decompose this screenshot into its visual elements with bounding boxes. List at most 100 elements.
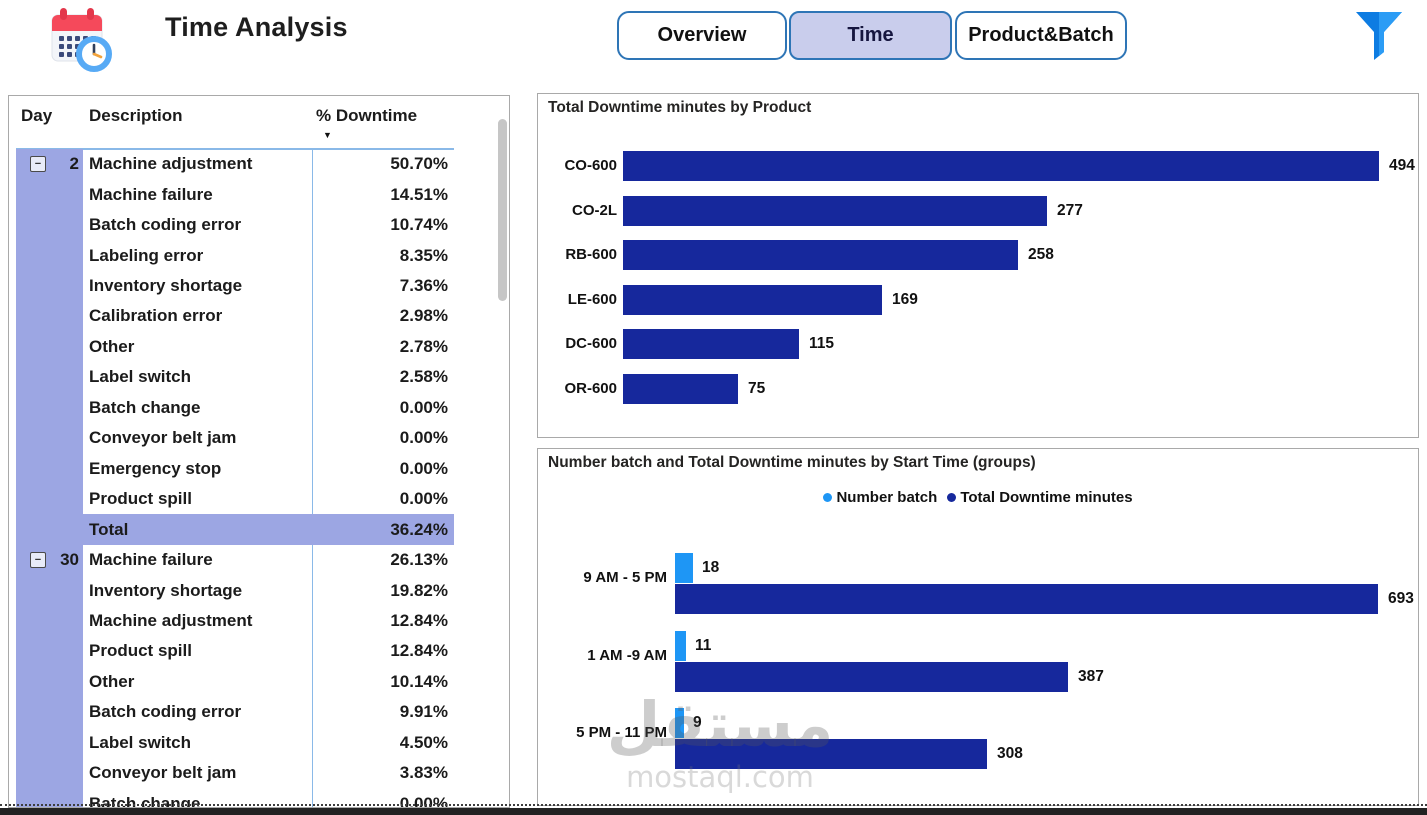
day-group-cell[interactable]: − 30 [23,550,83,570]
downtime-pct-cell: 10.74% [390,215,448,235]
bar-value-label: 169 [892,290,918,308]
downtime-pct-cell: 9.91% [399,702,448,722]
description-cell: Total [89,519,129,539]
day-value: 30 [60,550,79,570]
downtime-pct-cell: 10.14% [390,671,448,691]
bar-CO-600[interactable] [623,151,1379,181]
bar-LE-600[interactable] [623,284,882,315]
chart-title: Number batch and Total Downtime minutes … [548,454,1036,471]
column-header-day[interactable]: Day [21,106,53,125]
table-row[interactable]: Conveyor belt jam 3.83% [16,758,454,788]
table-total-row[interactable]: Total 36.24% [16,514,454,545]
tab-product-batch[interactable]: Product&Batch [955,11,1127,60]
day-group-cell[interactable]: − 2 [23,154,83,174]
product-downtime-chart: Total Downtime minutes by Product CO-600… [537,93,1419,438]
funnel-filter-icon[interactable] [1353,8,1405,64]
bar-number-batch[interactable] [675,553,693,583]
bar-value-label: 18 [702,559,720,576]
table-scrollbar-thumb[interactable] [498,119,507,301]
legend-item[interactable]: Number batch [823,489,937,506]
downtime-pct-cell: 0.00% [399,458,448,478]
table-row[interactable]: Batch change 0.00% [16,393,454,423]
bar-value-label: 277 [1057,201,1083,219]
bar-CO-2L[interactable] [623,195,1047,226]
bar-total-downtime[interactable] [675,584,1378,614]
description-cell: Label switch [89,367,192,387]
tab-overview[interactable]: Overview [617,11,787,60]
description-cell: Calibration error [89,306,223,326]
downtime-pct-cell: 0.00% [399,428,448,448]
table-row[interactable]: Product spill 0.00% [16,484,454,514]
table-row[interactable]: Machine adjustment 12.84% [16,606,454,636]
table-row[interactable]: Label switch 4.50% [16,728,454,758]
legend-dot-icon [823,493,833,502]
description-cell: Conveyor belt jam [89,763,237,783]
description-cell: Labeling error [89,245,204,265]
bar-value-label: 11 [695,636,712,654]
table-row[interactable]: Inventory shortage 19.82% [16,575,454,605]
category-label: DC-600 [565,335,617,353]
collapse-icon[interactable]: − [30,552,46,569]
bar-DC-600[interactable] [623,329,799,360]
table-row[interactable]: Batch change 0.00% [16,788,454,808]
bar-value-label: 308 [997,745,1023,762]
bar-total-downtime[interactable] [675,661,1068,692]
legend-item[interactable]: Total Downtime minutes [947,489,1133,506]
table-row[interactable]: Labeling error 8.35% [16,240,454,270]
table-row[interactable]: Other 2.78% [16,332,454,362]
table-row[interactable]: Product spill 12.84% [16,636,454,666]
day-column-highlight [16,149,83,807]
description-cell: Other [89,671,135,691]
bar-RB-600[interactable] [623,240,1018,271]
category-label: OR-600 [564,380,617,397]
downtime-pct-cell: 2.98% [399,306,448,326]
table-row[interactable]: Conveyor belt jam 0.00% [16,423,454,453]
column-header-downtime[interactable]: % Downtime [316,106,418,125]
table-row[interactable]: Label switch 2.58% [16,362,454,392]
table-row[interactable]: Batch coding error 10.74% [16,210,454,240]
day-value: 2 [69,154,79,174]
bar-value-label: 75 [748,380,766,397]
bar-value-label: 387 [1078,667,1104,685]
downtime-matrix: Day Description % Downtime ▼ − 2 Machine … [8,95,510,808]
bar-OR-600[interactable] [623,374,738,404]
downtime-pct-cell: 0.00% [399,489,448,509]
table-row[interactable]: Inventory shortage 7.36% [16,271,454,301]
description-cell: Emergency stop [89,458,222,478]
description-cell: Conveyor belt jam [89,428,237,448]
collapse-icon[interactable]: − [30,156,46,173]
description-cell: Batch coding error [89,215,242,235]
bar-total-downtime[interactable] [675,739,987,769]
table-row[interactable]: Calibration error 2.98% [16,301,454,331]
downtime-pct-cell: 2.58% [399,367,448,387]
table-row[interactable]: Emergency stop 0.00% [16,454,454,484]
start-time-chart: Number batch and Total Downtime minutes … [537,448,1419,806]
header-underline [16,148,454,150]
description-cell: Machine failure [89,550,213,570]
table-row[interactable]: − 30 Machine failure 26.13% [16,545,454,575]
tab-time[interactable]: Time [789,11,952,60]
description-cell: Batch change [89,793,201,808]
sort-descending-icon[interactable]: ▼ [323,130,332,140]
description-cell: Batch change [89,397,201,417]
description-cell: Inventory shortage [89,276,243,296]
description-cell: Machine adjustment [89,610,253,630]
table-row[interactable]: − 2 Machine adjustment 50.70% [16,149,454,179]
bar-number-batch[interactable] [675,708,684,738]
downtime-pct-cell: 3.83% [399,763,448,783]
bar-value-label: 258 [1028,246,1054,264]
downtime-pct-cell: 12.84% [390,641,448,661]
bar-value-label: 693 [1388,590,1414,607]
table-row[interactable]: Machine failure 14.51% [16,179,454,209]
description-cell: Machine failure [89,184,213,204]
table-row[interactable]: Other 10.14% [16,667,454,697]
category-label: 1 AM -9 AM [587,646,667,664]
downtime-pct-cell: 2.78% [399,336,448,356]
table-row[interactable]: Batch coding error 9.91% [16,697,454,727]
downtime-pct-cell: 12.84% [390,610,448,630]
column-header-description[interactable]: Description [89,106,183,125]
bar-number-batch[interactable] [675,630,686,661]
downtime-pct-cell: 0.00% [399,793,448,808]
downtime-pct-cell: 7.36% [399,276,448,296]
